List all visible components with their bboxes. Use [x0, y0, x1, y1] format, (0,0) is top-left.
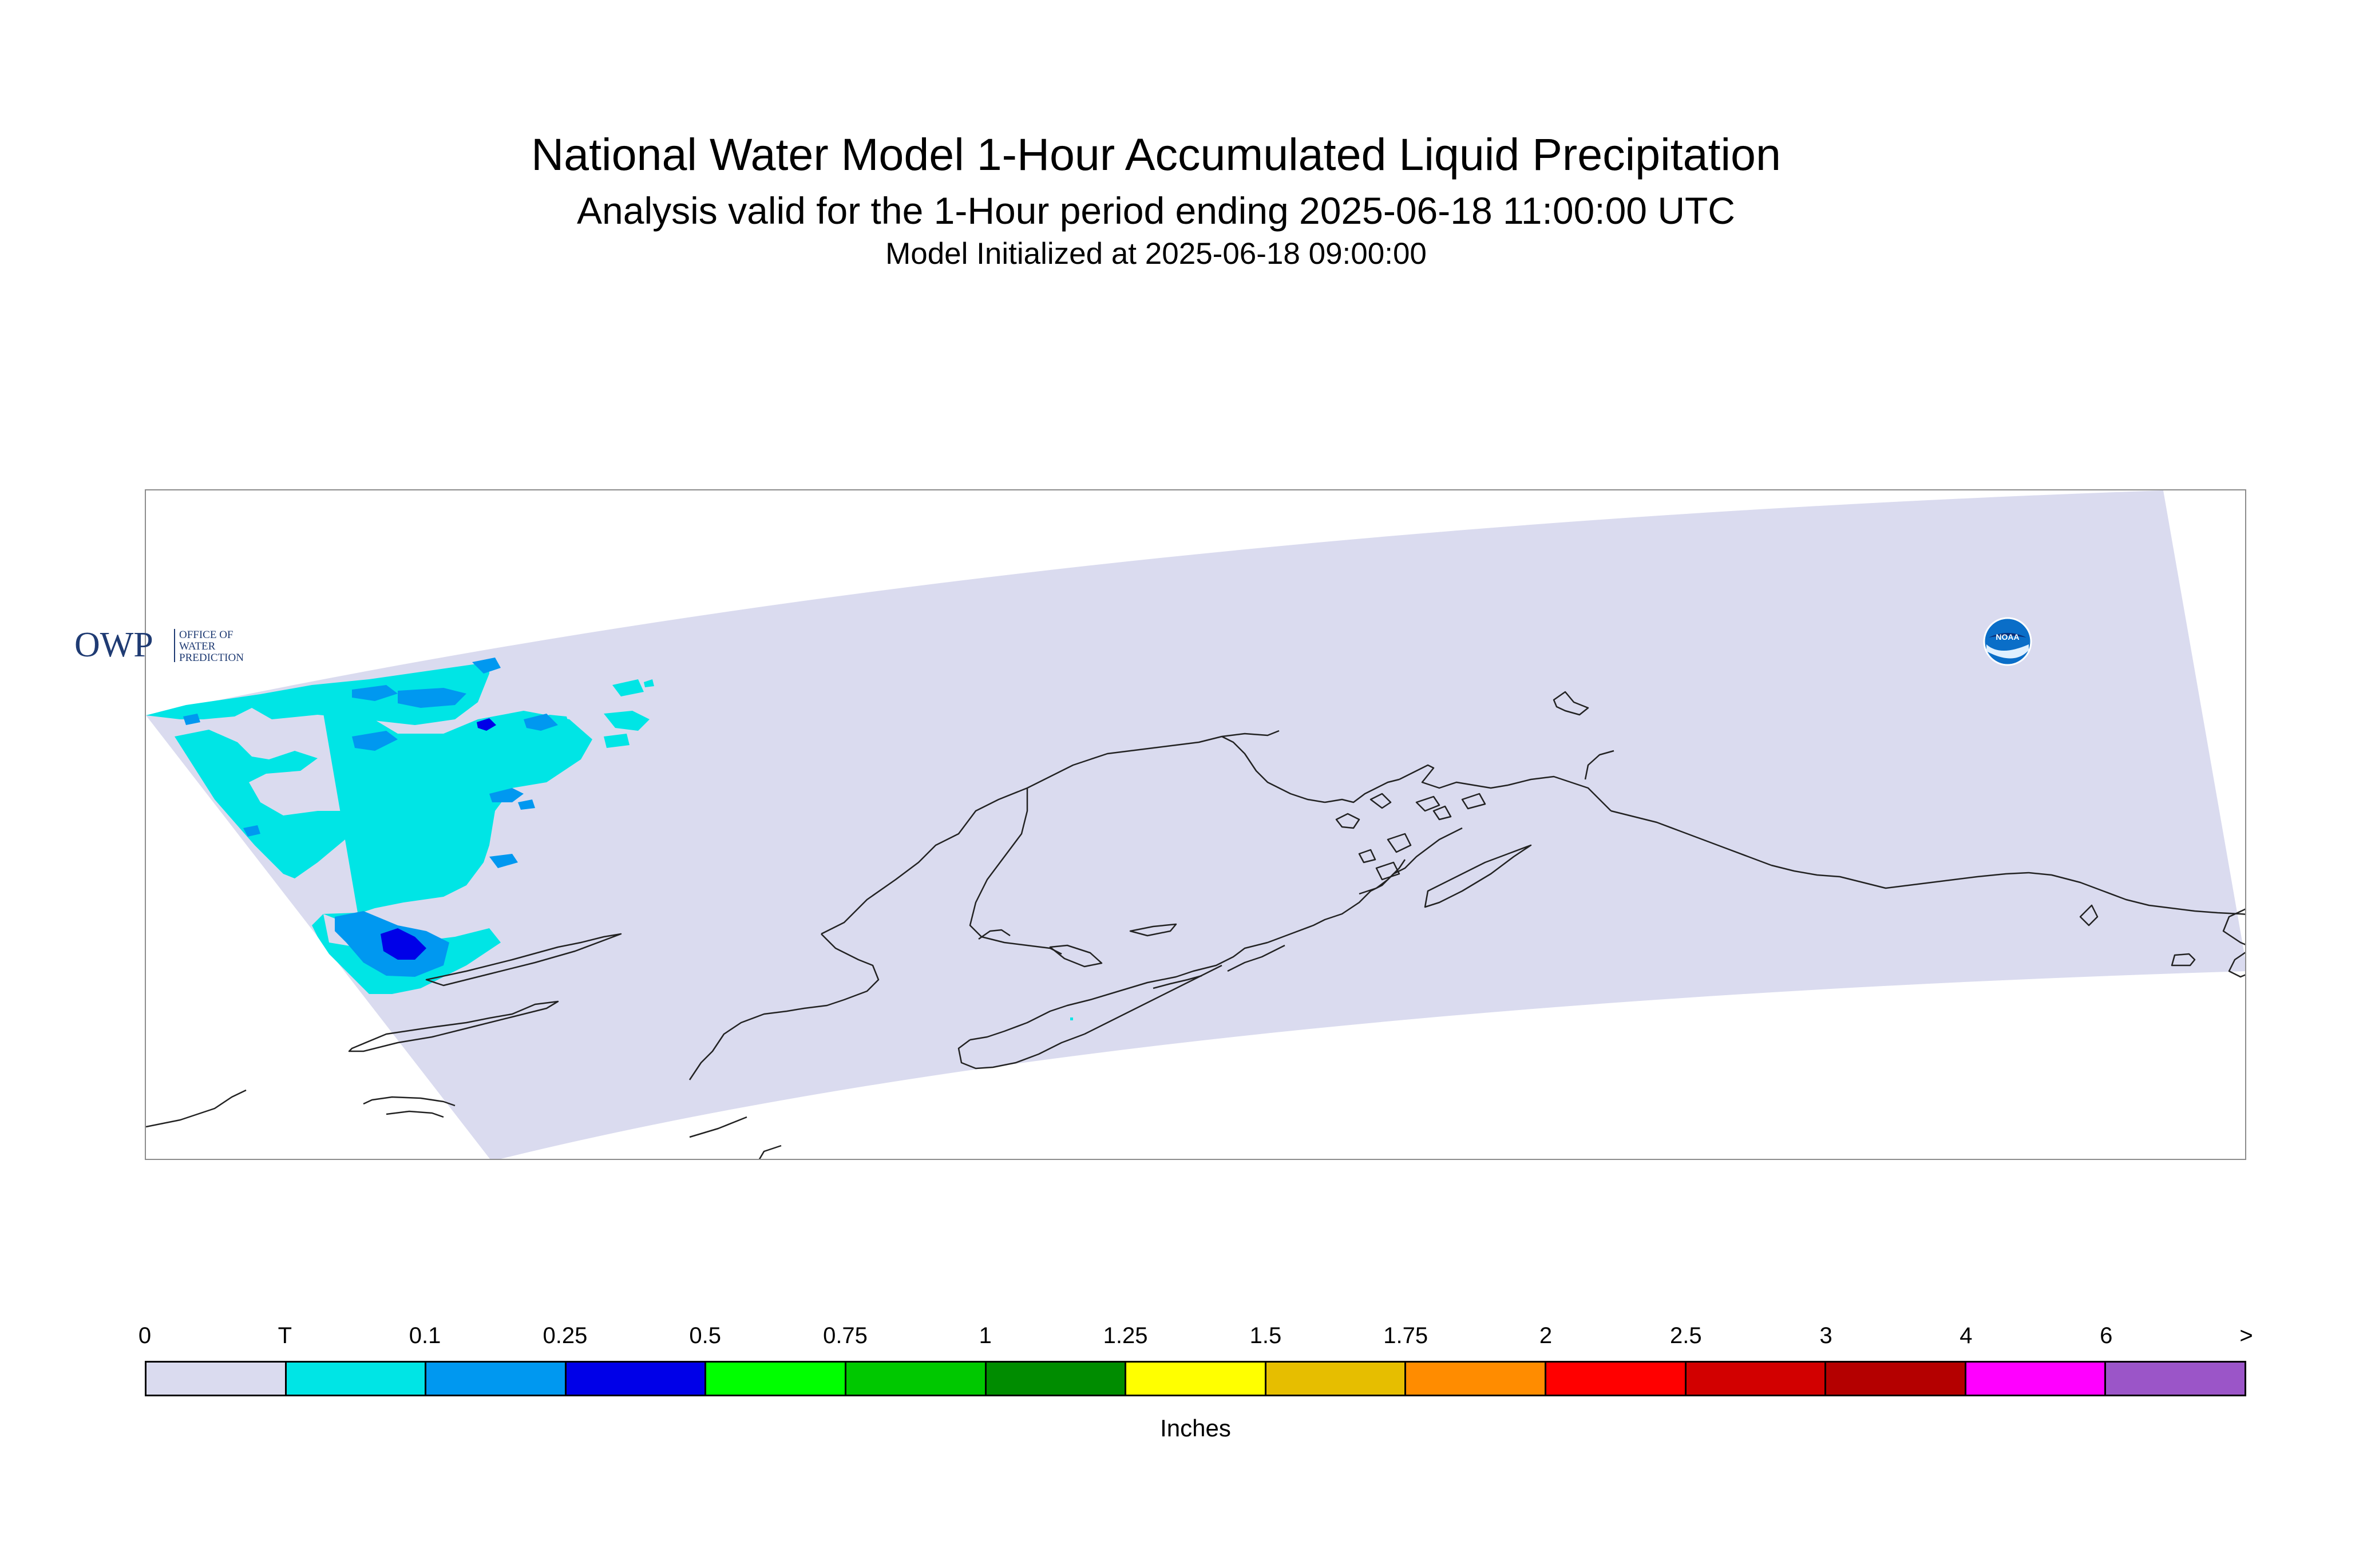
legend-tick-label: 0.25	[543, 1323, 588, 1348]
legend-swatch-5	[846, 1363, 987, 1395]
legend-swatch-7	[1126, 1363, 1266, 1395]
legend-swatch-9	[1406, 1363, 1546, 1395]
legend-tick-label: 0	[138, 1323, 152, 1348]
legend-tick-label: 1	[979, 1323, 992, 1348]
legend-swatch-3	[566, 1363, 707, 1395]
legend-tick-label: 2.5	[1669, 1323, 1702, 1348]
legend-swatch-10	[1546, 1363, 1687, 1395]
owp-logo: OWP OFFICE OF WATER PREDICTION	[72, 621, 289, 667]
precip-0.25-areas	[381, 718, 496, 960]
legend-swatch-4	[706, 1363, 846, 1395]
owp-logo-line-1: OFFICE OF	[179, 629, 233, 641]
legend-swatch-13	[1966, 1363, 2107, 1395]
legend-tick-label: 0.1	[409, 1323, 441, 1348]
legend-tick-label: 1.5	[1249, 1323, 1282, 1348]
owp-logo-letters: OWP	[74, 625, 153, 664]
owp-logo-line-2: WATER	[179, 640, 216, 652]
legend-swatch-12	[1826, 1363, 1966, 1395]
precip-speck	[1070, 1017, 1073, 1020]
legend-tick-label: 2	[1539, 1323, 1553, 1348]
chart-subtitle: Analysis valid for the 1-Hour period end…	[577, 189, 1735, 232]
noaa-logo-text: NOAA	[1996, 632, 2019, 642]
noaa-seal-icon: NOAA	[1983, 617, 2032, 666]
legend-tick-label: 0.5	[689, 1323, 721, 1348]
owp-logo-line-3: PREDICTION	[179, 652, 244, 664]
coastlines	[146, 691, 2245, 1159]
model-domain	[146, 490, 2245, 1159]
legend-tick-label: T	[278, 1323, 292, 1348]
legend-swatch-8	[1266, 1363, 1407, 1395]
precipitation-map	[145, 489, 2246, 1160]
legend-swatch-14	[2106, 1363, 2245, 1395]
map-canvas	[146, 490, 2245, 1159]
legend-swatch-11	[1686, 1363, 1827, 1395]
legend-tick-label: 0.75	[823, 1323, 868, 1348]
legend-tick-label: 4	[1960, 1323, 1973, 1348]
legend-units-label: Inches	[1160, 1415, 1231, 1442]
legend-swatch-2	[426, 1363, 567, 1395]
legend-tick-label: 6	[2100, 1323, 2113, 1348]
legend-swatch-1	[286, 1363, 427, 1395]
legend-tick-label: 3	[1819, 1323, 1832, 1348]
legend-swatch-6	[986, 1363, 1127, 1395]
legend-colorbar	[145, 1361, 2246, 1396]
owp-logo-graphic: OWP OFFICE OF WATER PREDICTION	[74, 625, 244, 664]
legend-tick-label: >	[2239, 1323, 2253, 1348]
legend-swatch-0	[147, 1363, 287, 1395]
precip-0.1-areas	[183, 658, 558, 977]
noaa-logo-graphic: NOAA	[1983, 617, 2032, 666]
legend-tick-label: 1.75	[1383, 1323, 1428, 1348]
model-init-time: Model Initialized at 2025-06-18 09:00:00	[885, 237, 1427, 271]
chart-title: National Water Model 1-Hour Accumulated …	[531, 129, 1781, 180]
legend-tick-label: 1.25	[1103, 1323, 1148, 1348]
